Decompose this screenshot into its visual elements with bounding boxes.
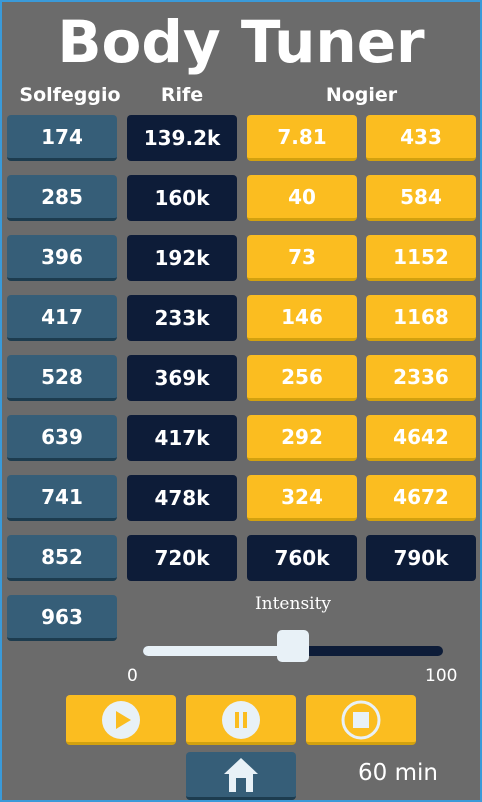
home-icon xyxy=(224,758,258,792)
freq-button-solfeggio[interactable]: 741 xyxy=(7,475,117,521)
freq-button-rife[interactable]: 160k xyxy=(127,175,237,221)
column-header-solfeggio: Solfeggio xyxy=(19,84,121,106)
freq-button-rife[interactable]: 139.2k xyxy=(127,115,237,161)
freq-button-solfeggio[interactable]: 852 xyxy=(7,535,117,581)
freq-button-rife[interactable]: 478k xyxy=(127,475,237,521)
pause-button[interactable] xyxy=(186,695,296,745)
freq-button-nogier-b[interactable]: 4672 xyxy=(366,475,476,521)
freq-button-rife[interactable]: 192k xyxy=(127,235,237,281)
freq-button-nogier-b[interactable]: 790k xyxy=(366,535,476,581)
stop-icon xyxy=(341,700,381,740)
home-button[interactable] xyxy=(186,752,296,800)
freq-button-nogier-a[interactable]: 324 xyxy=(247,475,357,521)
intensity-min-label: 0 xyxy=(127,666,138,686)
freq-button-solfeggio[interactable]: 285 xyxy=(7,175,117,221)
pause-icon xyxy=(222,701,260,739)
freq-button-nogier-a[interactable]: 256 xyxy=(247,355,357,401)
freq-button-solfeggio[interactable]: 417 xyxy=(7,295,117,341)
intensity-max-label: 100 xyxy=(425,666,458,686)
play-button[interactable] xyxy=(66,695,176,745)
intensity-slider-fill xyxy=(143,646,293,656)
freq-button-nogier-a[interactable]: 7.81 xyxy=(247,115,357,161)
freq-button-rife[interactable]: 720k xyxy=(127,535,237,581)
freq-button-nogier-a[interactable]: 73 xyxy=(247,235,357,281)
freq-button-rife[interactable]: 369k xyxy=(127,355,237,401)
freq-button-nogier-b[interactable]: 2336 xyxy=(366,355,476,401)
play-icon xyxy=(102,701,140,739)
app-title: Body Tuner xyxy=(57,8,425,76)
freq-button-solfeggio[interactable]: 396 xyxy=(7,235,117,281)
column-header-nogier: Nogier xyxy=(325,84,398,106)
stop-button[interactable] xyxy=(306,695,416,745)
freq-button-nogier-b[interactable]: 584 xyxy=(366,175,476,221)
column-header-rife: Rife xyxy=(160,84,204,106)
freq-button-rife[interactable]: 417k xyxy=(127,415,237,461)
freq-button-solfeggio[interactable]: 174 xyxy=(7,115,117,161)
freq-button-nogier-a[interactable]: 760k xyxy=(247,535,357,581)
freq-button-solfeggio[interactable]: 639 xyxy=(7,415,117,461)
freq-button-nogier-a[interactable]: 40 xyxy=(247,175,357,221)
freq-button-nogier-b[interactable]: 1168 xyxy=(366,295,476,341)
intensity-label: Intensity xyxy=(254,594,332,614)
freq-button-nogier-b[interactable]: 433 xyxy=(366,115,476,161)
freq-button-nogier-b[interactable]: 4642 xyxy=(366,415,476,461)
freq-button-nogier-b[interactable]: 1152 xyxy=(366,235,476,281)
freq-button-solfeggio[interactable]: 963 xyxy=(7,595,117,641)
timer-duration: 60 min xyxy=(358,760,438,786)
intensity-slider[interactable] xyxy=(143,630,443,662)
freq-button-solfeggio[interactable]: 528 xyxy=(7,355,117,401)
freq-button-rife[interactable]: 233k xyxy=(127,295,237,341)
intensity-slider-thumb[interactable] xyxy=(277,630,309,662)
freq-button-nogier-a[interactable]: 292 xyxy=(247,415,357,461)
freq-button-nogier-a[interactable]: 146 xyxy=(247,295,357,341)
